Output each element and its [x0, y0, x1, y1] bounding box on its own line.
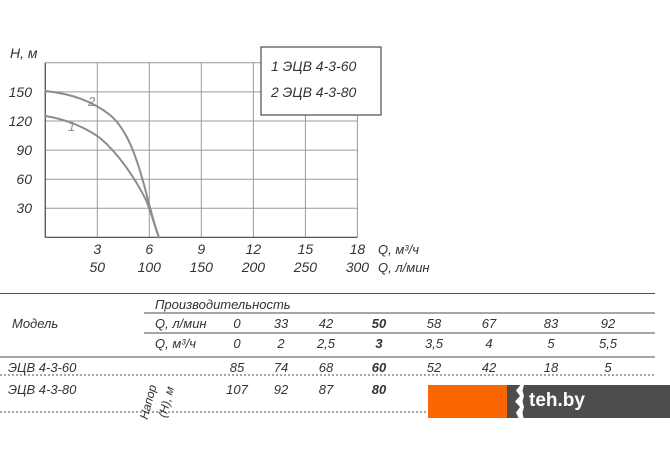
- svg-text:68: 68: [319, 360, 334, 375]
- svg-text:58: 58: [427, 316, 442, 331]
- svg-text:Производительность: Производительность: [155, 297, 291, 312]
- svg-text:2: 2: [87, 94, 96, 109]
- svg-text:12: 12: [246, 241, 262, 257]
- svg-text:3: 3: [93, 241, 101, 257]
- svg-text:0: 0: [233, 316, 241, 331]
- svg-text:200: 200: [241, 259, 266, 275]
- svg-text:Q, л/мин: Q, л/мин: [378, 260, 430, 275]
- svg-text:92: 92: [601, 316, 616, 331]
- svg-text:Q, м³/ч: Q, м³/ч: [378, 242, 419, 257]
- svg-text:50: 50: [372, 316, 387, 331]
- svg-text:5: 5: [547, 336, 555, 351]
- svg-text:Н, м: Н, м: [10, 45, 38, 61]
- svg-text:2,5: 2,5: [316, 336, 336, 351]
- svg-text:Модель: Модель: [12, 316, 58, 331]
- svg-text:42: 42: [319, 316, 334, 331]
- svg-text:60: 60: [16, 171, 32, 187]
- svg-text:42: 42: [482, 360, 497, 375]
- svg-text:85: 85: [230, 360, 245, 375]
- svg-text:6: 6: [145, 241, 153, 257]
- svg-text:5,5: 5,5: [599, 336, 618, 351]
- svg-text:30: 30: [16, 200, 32, 216]
- svg-text:90: 90: [16, 142, 32, 158]
- svg-text:150: 150: [190, 259, 214, 275]
- svg-text:15: 15: [298, 241, 314, 257]
- svg-text:18: 18: [350, 241, 366, 257]
- svg-text:80: 80: [372, 382, 387, 397]
- svg-text:250: 250: [293, 259, 318, 275]
- svg-text:100: 100: [138, 259, 162, 275]
- svg-text:74: 74: [274, 360, 288, 375]
- svg-text:60: 60: [372, 360, 387, 375]
- svg-text:92: 92: [274, 382, 289, 397]
- svg-text:67: 67: [482, 316, 497, 331]
- svg-text:4: 4: [485, 336, 492, 351]
- svg-text:300: 300: [346, 259, 370, 275]
- svg-text:18: 18: [544, 360, 559, 375]
- svg-text:83: 83: [544, 316, 559, 331]
- svg-text:150: 150: [9, 84, 33, 100]
- svg-text:50: 50: [90, 259, 106, 275]
- svg-text:2: 2: [276, 336, 285, 351]
- svg-text:5: 5: [604, 360, 612, 375]
- svg-text:Q, л/мин: Q, л/мин: [155, 316, 207, 331]
- svg-text:3: 3: [375, 336, 383, 351]
- svg-text:ЭЦВ 4-3-60: ЭЦВ 4-3-60: [8, 360, 77, 375]
- svg-text:1: 1: [68, 119, 75, 134]
- svg-text:9: 9: [197, 241, 205, 257]
- svg-text:0: 0: [233, 336, 241, 351]
- svg-text:Q, м³/ч: Q, м³/ч: [155, 336, 196, 351]
- svg-text:120: 120: [9, 113, 33, 129]
- svg-text:52: 52: [427, 360, 442, 375]
- svg-text:3,5: 3,5: [425, 336, 444, 351]
- svg-text:2 ЭЦВ 4-3-80: 2 ЭЦВ 4-3-80: [270, 84, 356, 100]
- svg-text:107: 107: [226, 382, 248, 397]
- svg-text:33: 33: [274, 316, 289, 331]
- svg-text:87: 87: [319, 382, 334, 397]
- svg-text:1 ЭЦВ 4-3-60: 1 ЭЦВ 4-3-60: [271, 58, 356, 74]
- svg-text:ЭЦВ 4-3-80: ЭЦВ 4-3-80: [8, 382, 77, 397]
